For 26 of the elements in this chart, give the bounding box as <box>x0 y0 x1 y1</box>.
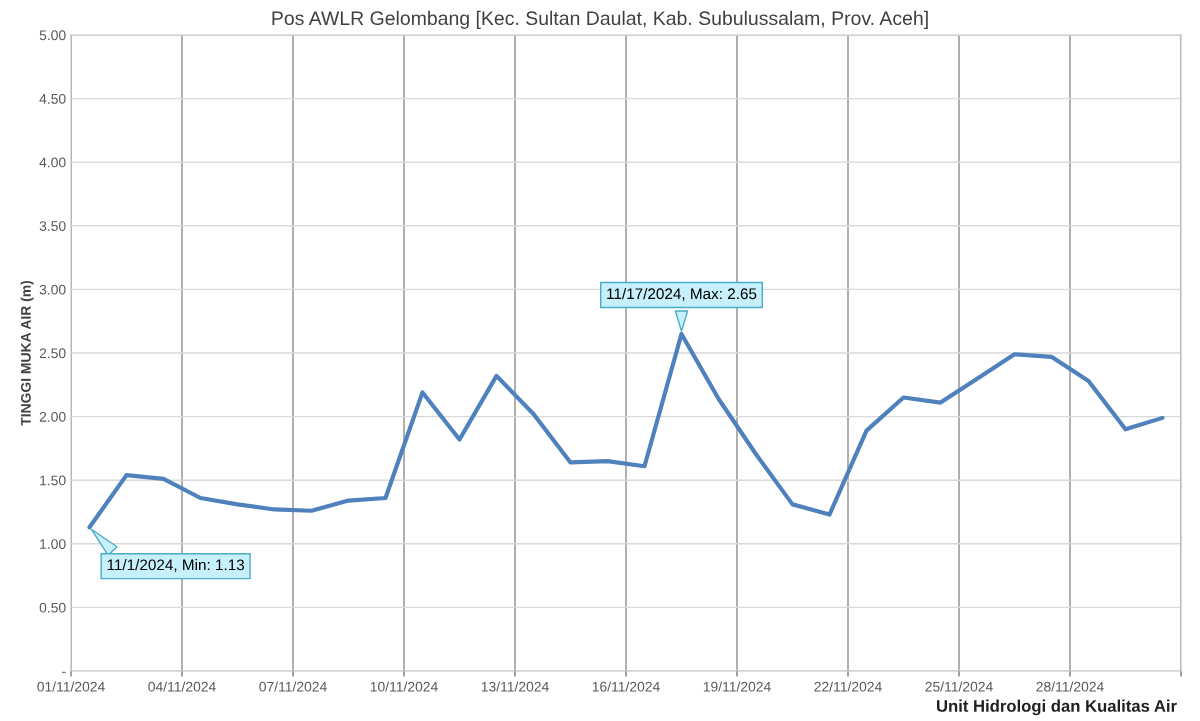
x-tick-label: 25/11/2024 <box>925 681 993 692</box>
x-tick-label: 07/11/2024 <box>259 681 327 692</box>
y-tick-label: 4.00 <box>39 157 66 168</box>
annotation: 11/1/2024, Min: 1.13 <box>107 559 245 573</box>
y-tick-label: 2.00 <box>39 411 66 422</box>
x-tick-label: 16/11/2024 <box>592 681 660 692</box>
y-tick-label: 3.50 <box>39 221 66 231</box>
y-axis-title: TINGGI MUKA AIR (m) <box>20 280 34 426</box>
x-tick-label: 10/11/2024 <box>370 681 438 692</box>
y-tick-label: 4.50 <box>39 93 66 104</box>
y-tick-label: 1.00 <box>40 539 66 549</box>
x-tick-label: 13/11/2024 <box>481 681 549 692</box>
annotation: 11/17/2024, Max: 2.65 <box>607 287 757 301</box>
y-tick-label: 1.50 <box>40 475 66 486</box>
y-tick-label: 2.50 <box>39 348 66 359</box>
x-tick-label: 01/11/2024 <box>37 681 105 692</box>
y-tick-label: 3.00 <box>39 284 66 295</box>
text: Unit Hidrologi dan Kualitas Air <box>937 699 1177 716</box>
y-tick-label: 5.00 <box>39 30 66 41</box>
y-tick-label: - <box>62 671 66 673</box>
x-tick-label: 28/11/2024 <box>1036 681 1104 692</box>
chart-title: Pos AWLR Gelombang [Kec. Sultan Daulat, Kab. Subulussalam, Prov. Aceh] <box>272 10 928 29</box>
y-tick-label: 0.50 <box>39 602 66 613</box>
x-tick-label: 22/11/2024 <box>814 681 882 692</box>
x-tick-label: 19/11/2024 <box>703 681 771 692</box>
x-tick-label: 04/11/2024 <box>148 681 216 692</box>
